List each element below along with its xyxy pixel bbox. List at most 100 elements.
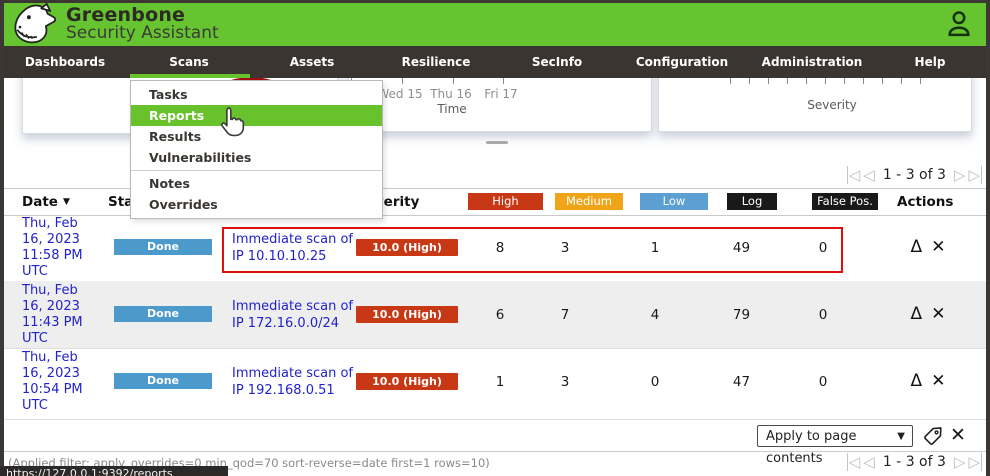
pagination-range-label: 1 - 3 of 3	[882, 454, 946, 470]
log-count: 47	[732, 373, 751, 390]
pagination-first-icon[interactable]: ◁	[846, 166, 861, 184]
nav-item-help[interactable]: Help	[914, 55, 946, 69]
pagination-bottom: ◁ ◁ 1 - 3 of 3 ▷ ▷	[846, 453, 982, 471]
report-date-link[interactable]: Thu, Feb 16, 2023 10:54 PM UTC	[22, 349, 83, 413]
compare-delta-icon[interactable]: Δ	[910, 237, 923, 257]
false-pos-count: 0	[818, 373, 828, 390]
pagination-range-label: 1 - 3 of 3	[882, 167, 946, 183]
menu-item-tasks[interactable]: Tasks	[149, 87, 188, 102]
false-pos-count: 0	[818, 306, 828, 323]
menu-item-vulnerabilities[interactable]: Vulnerabilities	[149, 150, 252, 165]
nav-item-configuration[interactable]: Configuration	[635, 55, 729, 69]
high-count: 6	[495, 306, 505, 323]
status-done-badge: Done	[114, 306, 212, 322]
severity-bar: 10.0 (High)	[356, 373, 458, 390]
greenbone-logo	[14, 3, 57, 44]
user-menu-icon[interactable]	[944, 9, 974, 39]
report-task-link[interactable]: Immediate scan of IP 172.16.0.0/24	[232, 298, 354, 331]
column-header-high[interactable]: High	[468, 193, 543, 210]
severity-axis-title: Severity	[807, 98, 857, 112]
pagination-top: ◁ ◁ 1 - 3 of 3 ▷ ▷	[846, 166, 982, 184]
pagination-prev-icon[interactable]: ◁	[863, 166, 875, 184]
false-pos-count: 0	[818, 239, 828, 256]
time-tick-label: Thu 16	[430, 87, 472, 101]
apply-scope-select[interactable]: Apply to page contents ▼	[757, 425, 913, 466]
select-caret-icon: ▼	[897, 431, 905, 442]
report-task-link[interactable]: Immediate scan of IP 10.10.10.25	[232, 231, 354, 264]
nav-item-dashboards[interactable]: Dashboards	[24, 55, 106, 69]
browser-status-link-preview: https://127.0.0.1:9392/reports	[0, 466, 228, 476]
time-axis-title: Time	[437, 102, 467, 116]
nav-item-secinfo[interactable]: SecInfo	[531, 55, 583, 69]
compare-delta-icon[interactable]: Δ	[910, 304, 923, 324]
medium-count: 3	[560, 373, 570, 390]
severity-axis-tick	[825, 78, 826, 84]
close-bulk-bar-icon[interactable]: ✕	[950, 424, 966, 446]
compare-delta-icon[interactable]: Δ	[910, 371, 923, 391]
pagination-last-icon[interactable]: ▷	[968, 166, 982, 184]
pagination-first-icon[interactable]: ◁	[846, 453, 861, 471]
date-header-label: Date	[22, 194, 58, 210]
menu-item-reports[interactable]: Reports	[131, 105, 382, 126]
menu-item-notes[interactable]: Notes	[149, 176, 190, 191]
pagination-next-icon[interactable]: ▷	[953, 453, 966, 471]
severity-bar: 10.0 (High)	[356, 306, 458, 323]
nav-item-resilience[interactable]: Resilience	[401, 55, 471, 69]
row-actions: Δ ✕	[897, 348, 959, 415]
pagination-last-icon[interactable]: ▷	[968, 453, 982, 471]
column-header-false-pos[interactable]: False Pos.	[812, 193, 878, 210]
status-done-badge: Done	[114, 373, 212, 389]
pagination-next-icon[interactable]: ▷	[953, 166, 966, 184]
nav-item-administration[interactable]: Administration	[761, 55, 863, 69]
severity-axis-tick	[920, 78, 921, 84]
column-header-medium[interactable]: Medium	[555, 193, 623, 210]
log-count: 49	[732, 239, 751, 256]
tag-icon[interactable]	[922, 425, 944, 447]
delete-report-icon[interactable]: ✕	[931, 237, 946, 257]
report-row-2: Thu, Feb 16, 2023 11:43 PM UTC Done Imme…	[4, 281, 986, 349]
severity-axis-tick	[730, 78, 731, 84]
nav-item-scans[interactable]: Scans	[169, 55, 209, 69]
delete-report-icon[interactable]: ✕	[931, 371, 946, 391]
row-actions: Δ ✕	[897, 214, 959, 281]
severity-axis-tick	[901, 78, 902, 84]
medium-count: 3	[560, 239, 570, 256]
report-date-link[interactable]: Thu, Feb 16, 2023 11:58 PM UTC	[22, 215, 83, 279]
severity-axis-tick	[768, 78, 769, 84]
menu-divider	[131, 170, 382, 171]
log-count: 79	[732, 306, 751, 323]
column-header-log[interactable]: Log	[727, 193, 777, 210]
report-date-link[interactable]: Thu, Feb 16, 2023 11:43 PM UTC	[22, 282, 83, 346]
dashboard-resize-handle[interactable]	[486, 141, 508, 144]
pagination-prev-icon[interactable]: ◁	[863, 453, 875, 471]
low-count: 0	[650, 373, 660, 390]
window-frame-left	[0, 0, 4, 476]
status-done-badge: Done	[114, 239, 212, 255]
column-header-low[interactable]: Low	[640, 193, 708, 210]
severity-axis-tick	[806, 78, 807, 84]
time-axis-tick	[402, 78, 403, 84]
brand-name: Greenbone	[66, 4, 186, 26]
report-row-1: Thu, Feb 16, 2023 11:58 PM UTC Done Imme…	[4, 214, 986, 282]
apply-scope-label: Apply to page contents	[766, 429, 857, 466]
menu-item-overrides[interactable]: Overrides	[149, 197, 218, 212]
window-frame-right	[986, 0, 990, 476]
column-header-date[interactable]: Date ▼	[22, 194, 70, 210]
severity-axis-tick	[749, 78, 750, 84]
high-count: 1	[495, 373, 505, 390]
report-row-3: Thu, Feb 16, 2023 10:54 PM UTC Done Imme…	[4, 348, 986, 420]
column-header-actions: Actions	[897, 194, 954, 210]
high-count: 8	[495, 239, 505, 256]
low-count: 1	[650, 239, 660, 256]
time-axis-tick	[453, 78, 454, 84]
row-actions: Δ ✕	[897, 281, 959, 348]
report-task-link[interactable]: Immediate scan of IP 192.168.0.51	[232, 365, 354, 398]
delete-report-icon[interactable]: ✕	[931, 304, 946, 324]
mouse-cursor	[221, 107, 245, 137]
severity-bar: 10.0 (High)	[356, 239, 458, 256]
active-nav-underline	[130, 74, 250, 78]
nav-item-assets[interactable]: Assets	[289, 55, 335, 69]
main-nav: Dashboards Scans Assets Resilience SecIn…	[0, 46, 990, 78]
menu-item-results[interactable]: Results	[149, 129, 202, 144]
